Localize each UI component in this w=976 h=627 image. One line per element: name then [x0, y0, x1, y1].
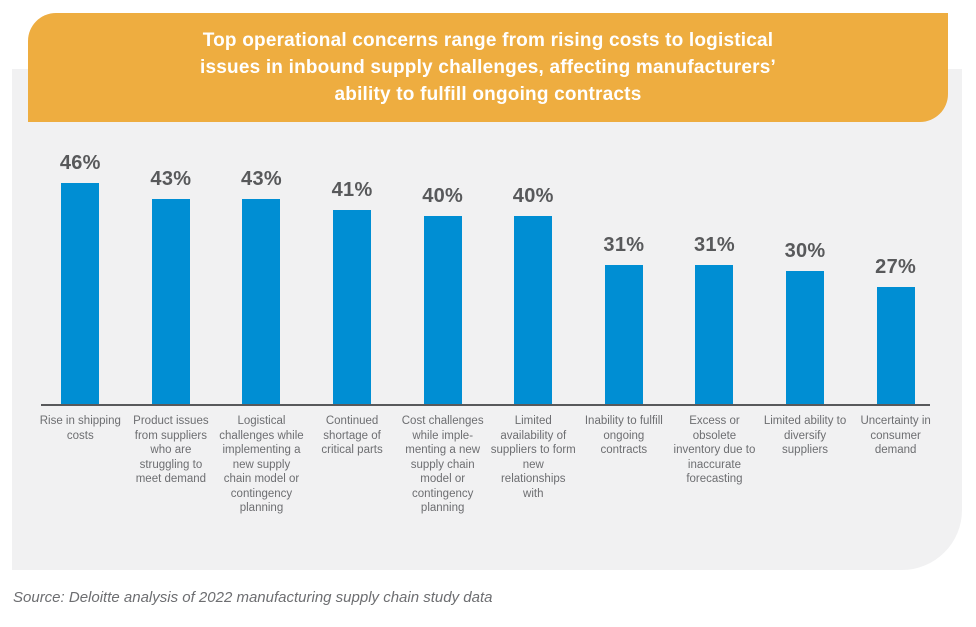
bar-column: 30%: [760, 148, 851, 404]
title-line-1: Top operational concerns range from risi…: [202, 30, 774, 51]
bar: [151, 199, 190, 404]
bar: [333, 210, 372, 404]
bar-column: 31%: [579, 148, 670, 404]
bar: [876, 287, 915, 404]
bar: [61, 183, 100, 404]
category-label: Limited ability to diversify suppliers: [763, 415, 847, 456]
bar-value-label: 41%: [331, 179, 373, 201]
bar-column: 27%: [850, 148, 941, 404]
bar-value-label: 46%: [59, 152, 101, 174]
bar-column: 43%: [216, 148, 307, 404]
bar-value-label: 40%: [422, 185, 464, 207]
category-label: Product issues from suppliers who are st…: [133, 415, 209, 485]
category-label: Logistical challenges while implementing…: [219, 415, 304, 514]
bar-chart: 46% 43% 43% 41% 40% 40% 31% 31% 30% 27%: [35, 148, 941, 404]
bar-value-label: 43%: [150, 168, 192, 190]
bar-value-label: 40%: [512, 185, 554, 207]
bar-value-label: 31%: [603, 234, 645, 256]
bar-value-label: 27%: [875, 256, 917, 278]
bar: [423, 216, 462, 404]
bar-column: 31%: [669, 148, 760, 404]
bar: [242, 199, 281, 404]
bar: [786, 271, 825, 404]
bar: [604, 265, 643, 404]
category-label: Rise in shipping costs: [39, 415, 121, 442]
x-axis-line: [41, 404, 930, 406]
bar-value-label: 43%: [241, 168, 282, 190]
category-labels-row: Rise in shipping costs Product issues fro…: [35, 414, 941, 516]
category-label: Excess or obsolete inventory due to inac…: [673, 415, 756, 485]
title-banner: Top operational concerns range from risi…: [28, 13, 948, 122]
title-line-2: issues in inbound supply challenges, aff…: [200, 57, 776, 78]
bar: [695, 265, 734, 404]
bar: [514, 216, 553, 404]
category-label: Inability to fulfill ongoing contracts: [584, 415, 663, 456]
title-line-3: ability to fulfill ongoing contracts: [334, 84, 642, 105]
bar-column: 46%: [35, 148, 126, 404]
category-label: Limited availability of suppliers to for…: [490, 415, 576, 500]
category-label: Cost challenges while imple-menting a ne…: [401, 415, 484, 514]
bar-column: 43%: [126, 148, 217, 404]
bar-value-label: 30%: [784, 240, 826, 262]
bar-column: 40%: [397, 148, 488, 404]
category-label: Uncertainty in consumer demand: [860, 415, 931, 456]
bar-column: 40%: [488, 148, 579, 404]
bar-value-label: 31%: [693, 234, 735, 256]
source-note: Source: Deloitte analysis of 2022 manufa…: [13, 589, 493, 606]
bar-column: 41%: [307, 148, 398, 404]
category-label: Continued shortage of critical parts: [321, 415, 383, 456]
